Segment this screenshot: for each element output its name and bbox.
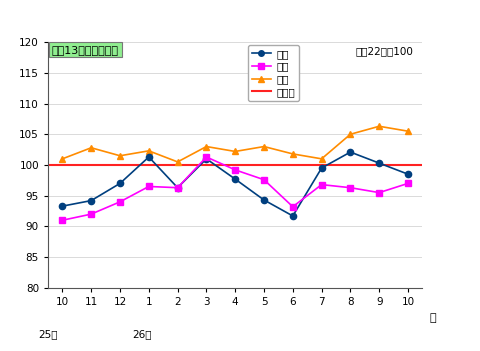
Text: 25年: 25年: [38, 330, 58, 339]
Text: 最近13か月間の動き: 最近13か月間の動き: [52, 45, 119, 54]
Text: 平成22年＝100: 平成22年＝100: [355, 46, 413, 56]
Text: 月: 月: [429, 313, 436, 323]
Text: 26年: 26年: [132, 330, 151, 339]
Legend: 生産, 出荷, 在庫, 基準値: 生産, 出荷, 在庫, 基準値: [248, 45, 299, 101]
